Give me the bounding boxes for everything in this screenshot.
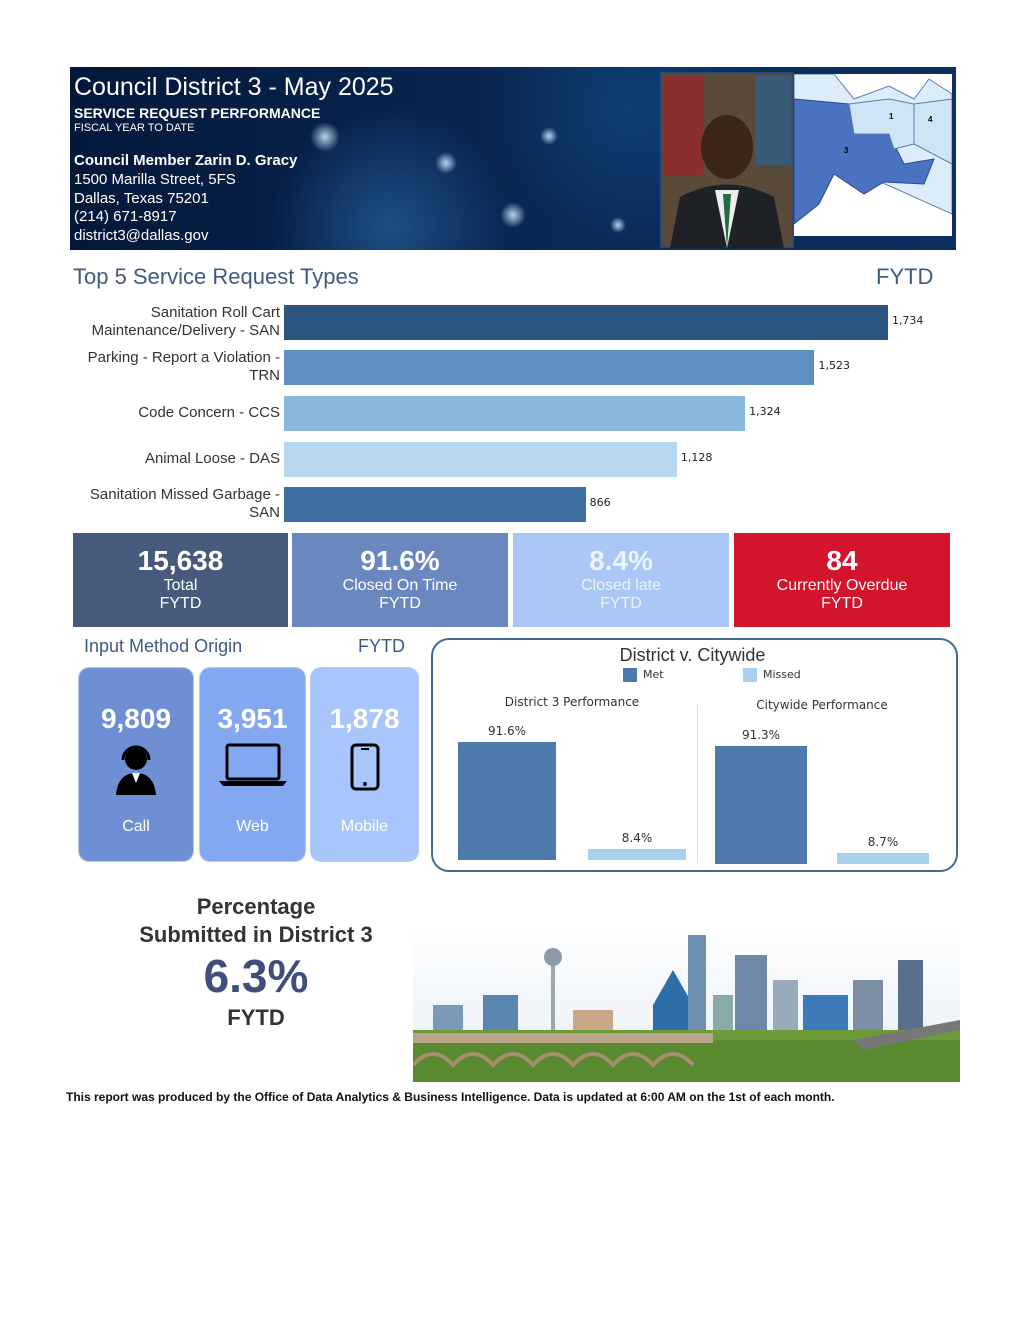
address-line: Dallas, Texas 75201 xyxy=(74,190,209,207)
bar xyxy=(284,441,677,477)
bar xyxy=(837,852,929,864)
map-label: 4 xyxy=(928,115,933,124)
share-value: 6.3% xyxy=(203,950,309,1002)
report-title: Council District 3 - May 2025 xyxy=(74,73,394,101)
input-label: Mobile xyxy=(340,818,389,835)
section-period: FYTD xyxy=(876,264,934,289)
comparison-title: District v. Citywide xyxy=(619,645,766,665)
kpi-period: FYTD xyxy=(379,595,421,612)
report-period: FISCAL YEAR TO DATE xyxy=(74,122,195,134)
category-label: Parking - Report a Violation - TRN xyxy=(87,349,280,384)
input-label: Call xyxy=(122,818,150,835)
input-tile: 3,951 Web xyxy=(200,668,305,861)
data-label: 1,734 xyxy=(891,314,924,327)
bar xyxy=(284,304,888,340)
bar xyxy=(284,349,815,385)
input-tile: 1,878 Mobile xyxy=(311,668,418,861)
kpi-value: 91.6% xyxy=(360,545,440,576)
kpi-value: 84 xyxy=(826,545,858,576)
legend-label: Missed xyxy=(763,668,801,681)
kpi-value: 8.4% xyxy=(589,545,653,576)
input-icon xyxy=(79,743,193,800)
data-label: 1,128 xyxy=(680,451,713,464)
kpi-period: FYTD xyxy=(600,595,642,612)
bar xyxy=(715,746,807,864)
phone: (214) 671-8917 xyxy=(74,208,177,225)
data-label: 1,324 xyxy=(749,405,781,418)
bar xyxy=(284,486,586,522)
data-label: 1,523 xyxy=(818,359,850,372)
input-icon xyxy=(200,743,305,792)
share-label: Submitted in District 3 xyxy=(139,922,373,947)
kpi-label: Total xyxy=(163,577,198,594)
kpi-period: FYTD xyxy=(821,595,863,612)
map-label: 3 xyxy=(844,146,849,155)
kpi-tile: 84 Currently Overdue FYTD xyxy=(734,533,950,627)
skyline-image xyxy=(413,925,960,1082)
section-title: Top 5 Service Request Types xyxy=(73,264,359,289)
kpi-tile: 15,638 Total FYTD xyxy=(73,533,288,627)
category-label: Sanitation Roll Cart Maintenance/Deliver… xyxy=(91,304,280,339)
legend-label: Met xyxy=(643,668,664,681)
share-label: Percentage xyxy=(196,894,316,919)
legend-swatch xyxy=(743,668,757,682)
kpi-tile: 8.4% Closed late FYTD xyxy=(513,533,729,627)
kpi-label: Currently Overdue xyxy=(776,577,908,594)
bar xyxy=(458,741,556,860)
bar xyxy=(588,849,686,860)
data-label: 866 xyxy=(589,496,611,509)
input-count: 9,809 xyxy=(100,703,172,734)
header-banner: Council District 3 - May 2025 SERVICE RE… xyxy=(70,67,956,250)
data-label: 8.7% xyxy=(867,834,899,849)
input-icon xyxy=(311,743,418,796)
input-count: 1,878 xyxy=(329,703,400,734)
footer-note: This report was produced by the Office o… xyxy=(66,1090,835,1104)
category-label: Animal Loose - DAS xyxy=(144,450,280,467)
kpi-label: Closed late xyxy=(580,577,662,594)
section-title: Input Method Origin xyxy=(84,636,243,656)
member-photo xyxy=(660,72,794,248)
kpi-period: FYTD xyxy=(159,595,202,612)
report-subtitle: SERVICE REQUEST PERFORMANCE xyxy=(74,105,321,121)
category-label: Sanitation Missed Garbage - SAN xyxy=(89,486,280,521)
input-label: Web xyxy=(236,818,269,835)
data-label: 91.6% xyxy=(487,723,527,738)
district-map: 1 4 3 xyxy=(794,74,952,236)
address-line: 1500 Marilla Street, 5FS xyxy=(74,171,236,188)
panel-title: District 3 Performance xyxy=(504,695,640,709)
comparison-panel xyxy=(431,638,958,872)
kpi-tile: 91.6% Closed On Time FYTD xyxy=(292,533,508,627)
category-label: Code Concern - CCS xyxy=(138,404,280,421)
email: district3@dallas.gov xyxy=(74,227,209,244)
member-name: Council Member Zarin D. Gracy xyxy=(74,152,298,169)
bar xyxy=(284,395,746,431)
kpi-value: 15,638 xyxy=(137,545,224,576)
legend-swatch xyxy=(623,668,637,682)
input-tile: 9,809 Call xyxy=(79,668,193,861)
data-label: 8.4% xyxy=(621,831,653,846)
panel-divider xyxy=(697,705,698,862)
map-label: 1 xyxy=(889,112,894,121)
input-count: 3,951 xyxy=(217,703,288,734)
kpi-label: Closed On Time xyxy=(342,577,458,594)
panel-title: Citywide Performance xyxy=(756,698,888,712)
data-label: 91.3% xyxy=(741,728,781,743)
section-period: FYTD xyxy=(358,636,405,656)
share-period: FYTD xyxy=(227,1005,285,1030)
